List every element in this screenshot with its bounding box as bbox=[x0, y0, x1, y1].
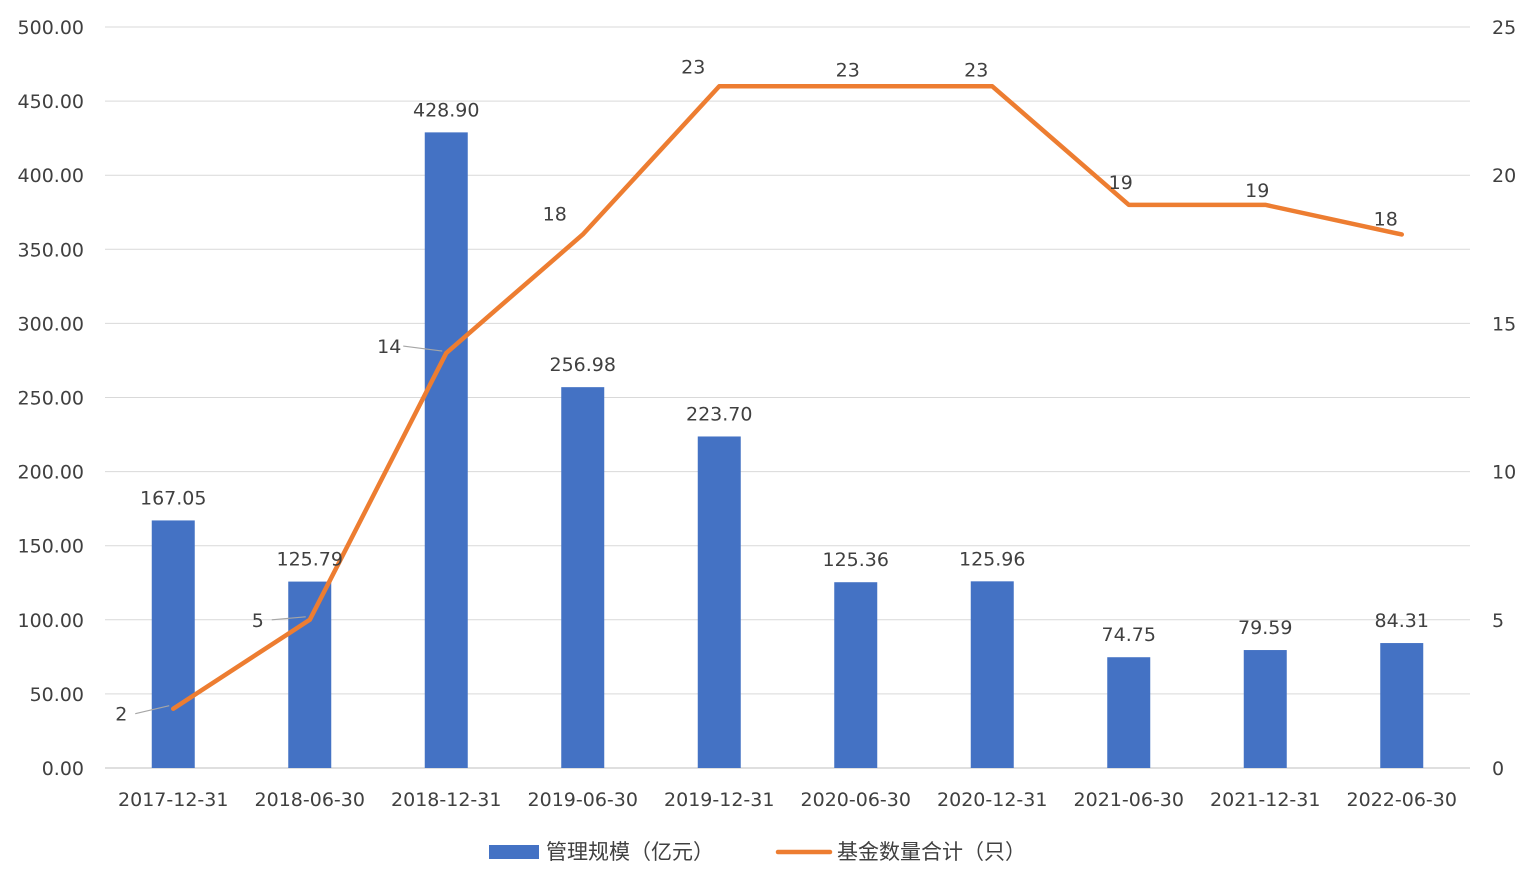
x-tick-label: 2019-12-31 bbox=[664, 789, 774, 811]
x-tick-label: 2020-06-30 bbox=[801, 789, 911, 811]
gridlines bbox=[105, 26, 1470, 769]
bar bbox=[1107, 657, 1151, 768]
x-tick-label: 2018-12-31 bbox=[391, 789, 501, 811]
bar bbox=[424, 132, 468, 769]
x-tick-label: 2022-06-30 bbox=[1347, 789, 1457, 811]
x-tick-label: 2020-12-31 bbox=[937, 789, 1047, 811]
y-left-tick-label: 400.00 bbox=[18, 165, 84, 187]
x-tick-label: 2019-06-30 bbox=[528, 789, 638, 811]
bar-value-label: 428.90 bbox=[413, 99, 479, 121]
line-value-label: 18 bbox=[543, 203, 567, 225]
bar-value-label: 84.31 bbox=[1375, 610, 1429, 632]
bar-value-label: 79.59 bbox=[1238, 617, 1292, 639]
line-value-label: 23 bbox=[681, 56, 705, 78]
line-value-label: 23 bbox=[836, 59, 860, 81]
x-tick-label: 2018-06-30 bbox=[255, 789, 365, 811]
y-right-tick-label: 20 bbox=[1492, 165, 1516, 187]
bar bbox=[561, 387, 605, 768]
bar-value-label: 74.75 bbox=[1102, 624, 1156, 646]
data-label-leader bbox=[403, 345, 443, 352]
bar-value-label: 125.79 bbox=[277, 549, 343, 571]
y-right-tick-label: 5 bbox=[1492, 610, 1504, 632]
data-label-leader bbox=[135, 705, 170, 715]
bar-value-label: 256.98 bbox=[550, 354, 616, 376]
y-left-tick-label: 200.00 bbox=[18, 462, 84, 484]
bar bbox=[697, 436, 741, 768]
legend-bar-swatch bbox=[489, 845, 539, 859]
line-value-label: 18 bbox=[1374, 208, 1398, 230]
data-label-leader bbox=[271, 616, 306, 621]
bar bbox=[834, 582, 878, 768]
y-right-tick-label: 10 bbox=[1492, 462, 1516, 484]
y-left-tick-label: 0.00 bbox=[42, 758, 84, 780]
line-value-label: 5 bbox=[252, 610, 264, 632]
y-right-tick-label: 25 bbox=[1492, 17, 1516, 39]
line-value-label: 14 bbox=[377, 336, 401, 358]
y-left-tick-label: 500.00 bbox=[18, 17, 84, 39]
x-axis: 2017-12-31 2018-06-30 2018-12-31 2019-06-30… bbox=[118, 789, 1457, 811]
y-left-tick-label: 50.00 bbox=[30, 684, 84, 706]
bar bbox=[1243, 650, 1287, 768]
bar bbox=[288, 581, 332, 768]
bar-value-label: 125.96 bbox=[959, 548, 1025, 570]
line-path bbox=[171, 84, 1404, 711]
bar-value-label: 223.70 bbox=[686, 403, 752, 425]
legend: 管理规模（亿元） 基金数量合计（只） bbox=[489, 840, 1026, 864]
legend-bar-label: 管理规模（亿元） bbox=[546, 840, 714, 864]
line-value-label: 2 bbox=[115, 704, 127, 726]
bar-value-label: 125.36 bbox=[823, 549, 889, 571]
line-series bbox=[171, 84, 1404, 711]
line-value-label: 19 bbox=[1245, 180, 1269, 202]
y-left-tick-label: 300.00 bbox=[18, 313, 84, 335]
y-right-tick-label: 0 bbox=[1492, 758, 1504, 780]
x-tick-label: 2021-12-31 bbox=[1210, 789, 1320, 811]
left-axis: 0.00 50.00 100.00 150.00 200.00 250.00 300.00 3… bbox=[18, 17, 84, 780]
right-axis: 0 5 10 15 20 25 bbox=[1492, 17, 1516, 780]
y-left-tick-label: 350.00 bbox=[18, 239, 84, 261]
y-left-tick-label: 250.00 bbox=[18, 388, 84, 410]
y-left-tick-label: 450.00 bbox=[18, 91, 84, 113]
line-value-label: 23 bbox=[964, 59, 988, 81]
legend-line-label: 基金数量合计（只） bbox=[837, 840, 1026, 864]
bar-series bbox=[151, 132, 1424, 769]
bar bbox=[151, 520, 195, 768]
x-tick-label: 2021-06-30 bbox=[1074, 789, 1184, 811]
line-value-label: 19 bbox=[1109, 172, 1133, 194]
bar-value-label: 167.05 bbox=[140, 487, 206, 509]
y-left-tick-label: 100.00 bbox=[18, 610, 84, 632]
y-right-tick-label: 15 bbox=[1492, 313, 1516, 335]
x-tick-label: 2017-12-31 bbox=[118, 789, 228, 811]
bar bbox=[970, 581, 1014, 768]
bar bbox=[1380, 643, 1424, 768]
y-left-tick-label: 150.00 bbox=[18, 536, 84, 558]
data-labels: 167.05 125.79 428.90 256.98 223.70 125.36 125.… bbox=[115, 56, 1429, 725]
